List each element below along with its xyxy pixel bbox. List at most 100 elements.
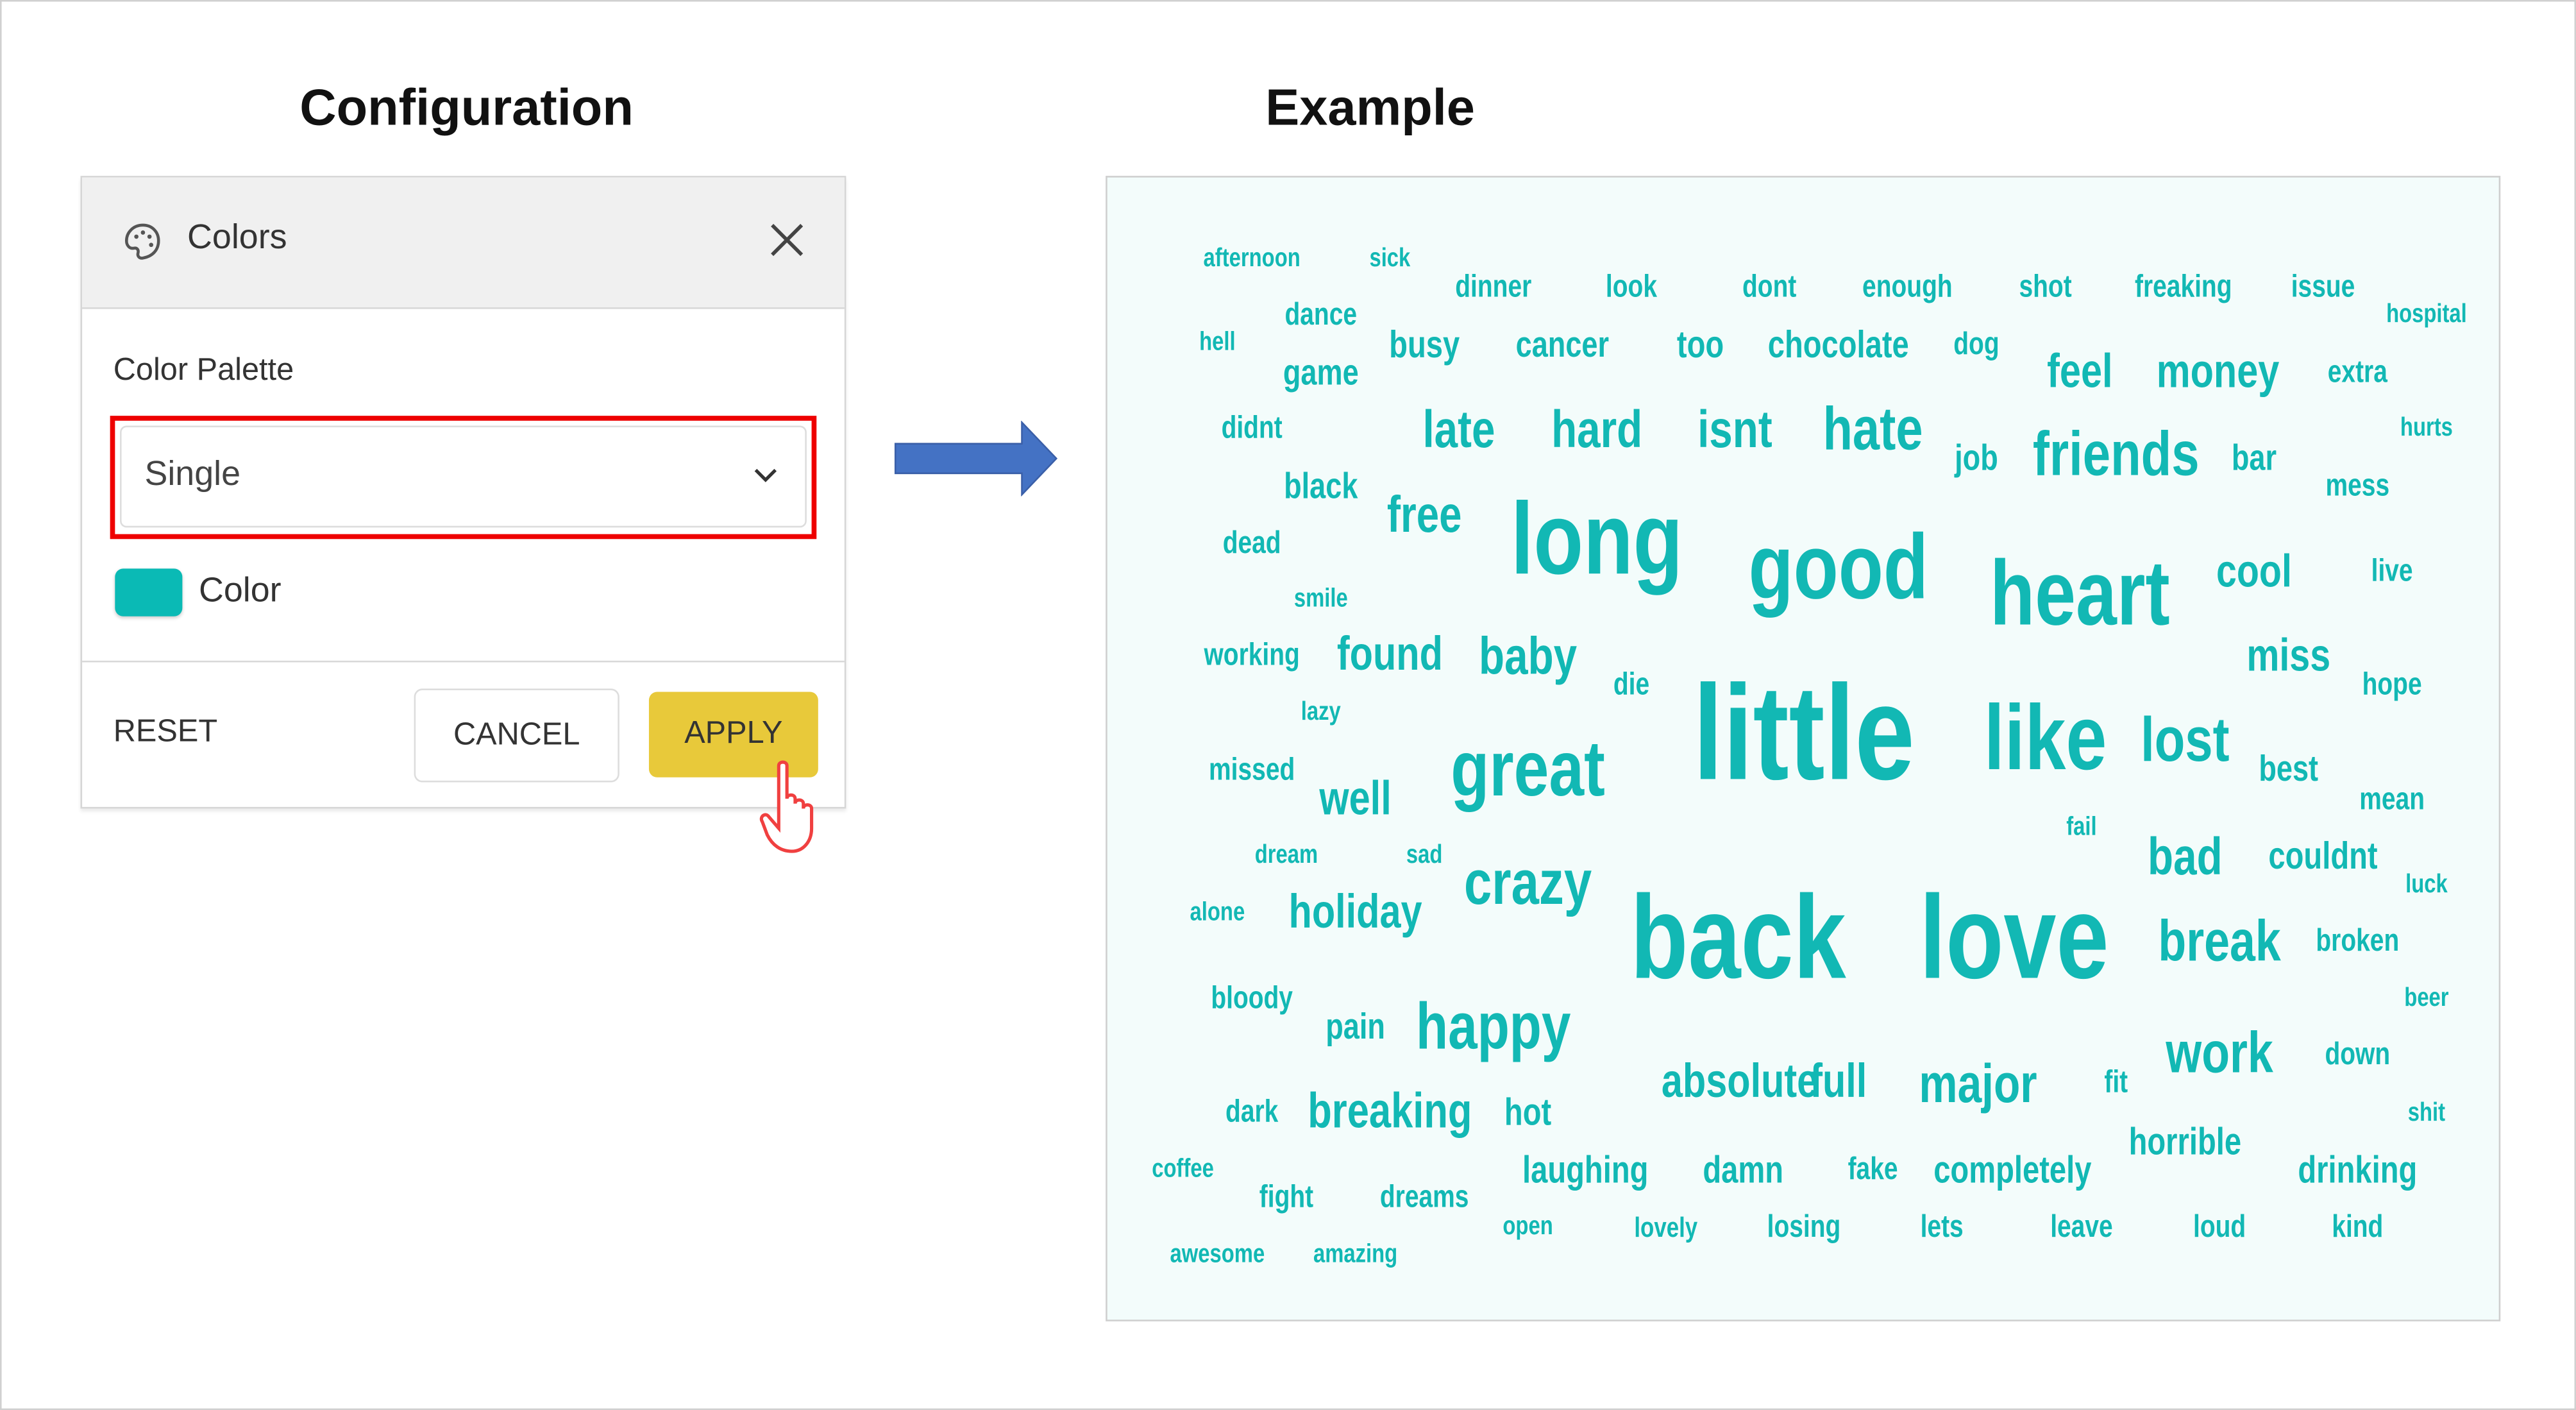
cloud-word-black: black: [1284, 465, 1358, 507]
cloud-word-didnt: didnt: [1221, 411, 1283, 446]
cloud-word-sad: sad: [1406, 841, 1443, 870]
cloud-word-dreams: dreams: [1379, 1180, 1469, 1216]
color-label: Color: [198, 572, 282, 610]
cloud-word-hurts: hurts: [2400, 414, 2453, 443]
cloud-word-dead: dead: [1222, 527, 1281, 561]
cloud-word-happy: happy: [1416, 990, 1571, 1064]
cloud-word-game: game: [1283, 352, 1359, 393]
cloud-word-feel: feel: [2047, 346, 2113, 399]
cloud-word-late: late: [1422, 399, 1495, 459]
divider: [82, 660, 845, 663]
cloud-word-best: best: [2259, 747, 2319, 789]
colors-panel: Colors Color Palette Single Color RESET …: [80, 176, 846, 809]
cancel-button[interactable]: CANCEL: [414, 688, 619, 783]
palette-icon: [124, 223, 160, 260]
cloud-word-working: working: [1204, 638, 1300, 674]
cloud-word-open: open: [1503, 1212, 1553, 1241]
cloud-word-found: found: [1336, 628, 1443, 681]
cloud-word-broken: broken: [2316, 924, 2400, 959]
right-arrow-icon: [894, 420, 1058, 497]
word-cloud: afternoon sick dinner look dont enough shot fre…: [1106, 176, 2501, 1321]
cloud-word-love: love: [1919, 872, 2109, 1005]
cloud-word-die: die: [1613, 668, 1650, 703]
cloud-word-heart: heart: [1990, 540, 2170, 645]
cloud-word-shit: shit: [2407, 1099, 2446, 1128]
cloud-word-lets: lets: [1920, 1210, 1964, 1245]
cloud-word-fake: fake: [1848, 1153, 1898, 1187]
cloud-word-amazing: amazing: [1313, 1241, 1398, 1269]
cloud-word-alone: alone: [1190, 899, 1245, 927]
cloud-word-live: live: [2371, 554, 2413, 590]
configuration-heading: Configuration: [299, 78, 634, 137]
color-palette-label: Color Palette: [113, 353, 294, 388]
reset-button[interactable]: RESET: [113, 715, 218, 750]
example-heading: Example: [1265, 78, 1475, 137]
cloud-word-shot: shot: [2019, 270, 2072, 305]
cloud-word-major: major: [1919, 1052, 2037, 1114]
cloud-word-bad: bad: [2148, 826, 2223, 886]
cloud-word-breaking: breaking: [1308, 1084, 1472, 1139]
cloud-word-mess: mess: [2325, 469, 2390, 504]
cloud-word-dont: dont: [1742, 270, 1797, 305]
cloud-word-mean: mean: [2359, 783, 2425, 818]
cloud-word-bar: bar: [2231, 437, 2277, 479]
cloud-word-freaking: freaking: [2135, 270, 2232, 305]
cloud-word-look: look: [1605, 270, 1657, 305]
cloud-word-full: full: [1810, 1056, 1867, 1109]
cloud-word-friends: friends: [2032, 420, 2200, 490]
panel-header: Colors: [82, 177, 845, 309]
cloud-word-missed: missed: [1209, 753, 1295, 788]
cloud-word-hate: hate: [1823, 395, 1923, 463]
cloud-word-beer: beer: [2404, 984, 2449, 1013]
cloud-word-back: back: [1630, 872, 1846, 1005]
color-palette-select[interactable]: Single: [120, 425, 807, 528]
color-palette-value: Single: [144, 455, 241, 493]
cloud-word-extra: extra: [2327, 355, 2387, 391]
cloud-word-hospital: hospital: [2386, 300, 2467, 329]
cloud-word-chocolate: chocolate: [1767, 323, 1909, 366]
cloud-word-fail: fail: [2066, 813, 2097, 842]
cloud-word-hope: hope: [2362, 668, 2422, 703]
cloud-word-sick: sick: [1369, 244, 1411, 273]
cloud-word-lost: lost: [2141, 706, 2230, 776]
close-icon[interactable]: [769, 222, 805, 258]
cloud-word-couldnt: couldnt: [2268, 834, 2378, 877]
cloud-word-long: long: [1511, 483, 1683, 597]
cloud-word-busy: busy: [1389, 323, 1460, 366]
cloud-word-great: great: [1451, 726, 1605, 814]
cloud-word-fight: fight: [1259, 1180, 1314, 1216]
cloud-word-like: like: [1983, 685, 2107, 789]
cloud-word-good: good: [1748, 514, 1928, 618]
cloud-word-cool: cool: [2216, 545, 2292, 597]
cloud-word-lazy: lazy: [1301, 698, 1341, 727]
cloud-word-pain: pain: [1326, 1005, 1385, 1047]
cloud-word-smile: smile: [1293, 585, 1348, 613]
color-swatch[interactable]: [115, 568, 183, 616]
cloud-word-too: too: [1676, 323, 1724, 366]
cloud-word-damn: damn: [1703, 1148, 1784, 1191]
cloud-word-horrible: horrible: [2128, 1119, 2242, 1163]
cloud-word-kind: kind: [2332, 1210, 2384, 1245]
cloud-word-hot: hot: [1504, 1090, 1552, 1134]
cloud-word-dinner: dinner: [1455, 270, 1532, 305]
chevron-down-icon: [754, 468, 777, 482]
cloud-word-isnt: isnt: [1697, 399, 1772, 459]
cloud-word-completely: completely: [1933, 1148, 2092, 1191]
highlight-box: Single: [110, 416, 817, 539]
apply-button[interactable]: APPLY: [648, 692, 818, 777]
cloud-word-awesome: awesome: [1170, 1241, 1265, 1269]
cloud-word-hell: hell: [1199, 328, 1236, 357]
cloud-word-money: money: [2156, 346, 2280, 399]
cloud-word-dark: dark: [1225, 1095, 1279, 1130]
panel-title: Colors: [187, 218, 287, 257]
cloud-word-baby: baby: [1479, 626, 1578, 686]
cloud-word-work: work: [2166, 1021, 2273, 1086]
cloud-word-drinking: drinking: [2298, 1148, 2418, 1191]
cloud-word-little: little: [1693, 659, 1915, 809]
cloud-word-dream: dream: [1254, 841, 1318, 870]
cloud-word-cancer: cancer: [1515, 323, 1610, 365]
cloud-word-absolute: absolute: [1661, 1056, 1819, 1109]
cloud-word-lovely: lovely: [1634, 1212, 1698, 1244]
cloud-word-down: down: [2325, 1037, 2391, 1073]
cloud-word-fit: fit: [2104, 1066, 2128, 1101]
